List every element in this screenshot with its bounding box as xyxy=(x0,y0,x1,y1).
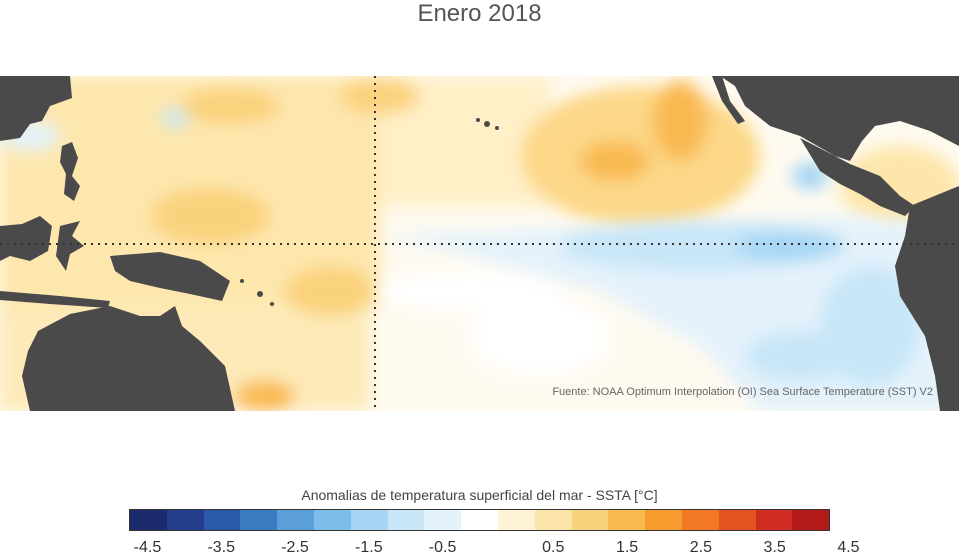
colorbar xyxy=(129,509,830,531)
baja-california xyxy=(712,76,745,124)
colorbar-swatch xyxy=(792,510,830,530)
colorbar-swatch xyxy=(755,510,793,530)
colorbar-swatch xyxy=(350,510,388,530)
colorbar-swatch xyxy=(461,510,498,530)
colorbar-swatch xyxy=(203,510,241,530)
central-america xyxy=(800,138,915,216)
colorbar-swatch xyxy=(681,510,719,530)
colorbar-swatch xyxy=(130,510,167,530)
map-title: Enero 2018 xyxy=(417,0,542,27)
colorbar-tick-label: -0.5 xyxy=(428,539,457,556)
java-islands xyxy=(0,291,110,308)
colorbar-swatch xyxy=(313,510,351,530)
land-masses xyxy=(0,76,959,411)
colorbar-tick-label: -1.5 xyxy=(355,539,383,556)
colorbar-tick-label: 4.5 xyxy=(837,539,860,556)
sulawesi xyxy=(56,221,84,271)
colorbar-tick-label: -4.5 xyxy=(133,539,162,556)
philippines xyxy=(60,142,80,201)
colorbar-swatch xyxy=(571,510,609,530)
colorbar-tick-label: 0.5 xyxy=(542,539,565,556)
colorbar-tick-label: 3.5 xyxy=(763,539,786,556)
australia xyxy=(22,306,235,411)
asia-landmass xyxy=(0,76,72,141)
colorbar-swatch xyxy=(718,510,756,530)
colorbar-swatch xyxy=(277,510,314,530)
colorbar-swatch xyxy=(240,510,278,530)
borneo-sumatra xyxy=(0,216,52,261)
data-source-note: Fuente: NOAA Optimum Interpolation (OI) … xyxy=(552,386,933,398)
colorbar-tick-labels: -4.5 -3.5 -2.5 -1.5 -0.5 0.5 1.5 2.5 3.5 4.5 xyxy=(0,539,959,557)
colorbar-swatch xyxy=(534,510,572,530)
hawaii-islands xyxy=(484,121,490,127)
colorbar-swatch xyxy=(387,510,425,530)
colorbar-tick-label: 1.5 xyxy=(615,539,639,556)
colorbar-swatch xyxy=(497,510,535,530)
colorbar-tick-label: 2.5 xyxy=(689,539,712,556)
south-america xyxy=(895,186,959,411)
colorbar-swatch xyxy=(424,510,462,530)
colorbar-swatch xyxy=(608,510,646,530)
sst-anomaly-map xyxy=(0,76,959,411)
colorbar-tick-label: -3.5 xyxy=(207,539,236,556)
north-america xyxy=(720,76,959,161)
warm-anomaly-fields xyxy=(0,76,959,411)
colorbar-swatch xyxy=(645,510,682,530)
reference-lines xyxy=(0,76,959,411)
new-guinea xyxy=(110,252,230,301)
colorbar-swatch xyxy=(166,510,204,530)
cool-anomaly-fields xyxy=(0,109,959,411)
colorbar-tick-label: -2.5 xyxy=(281,539,309,556)
colorbar-title: Anomalias de temperatura superficial del… xyxy=(301,487,658,503)
